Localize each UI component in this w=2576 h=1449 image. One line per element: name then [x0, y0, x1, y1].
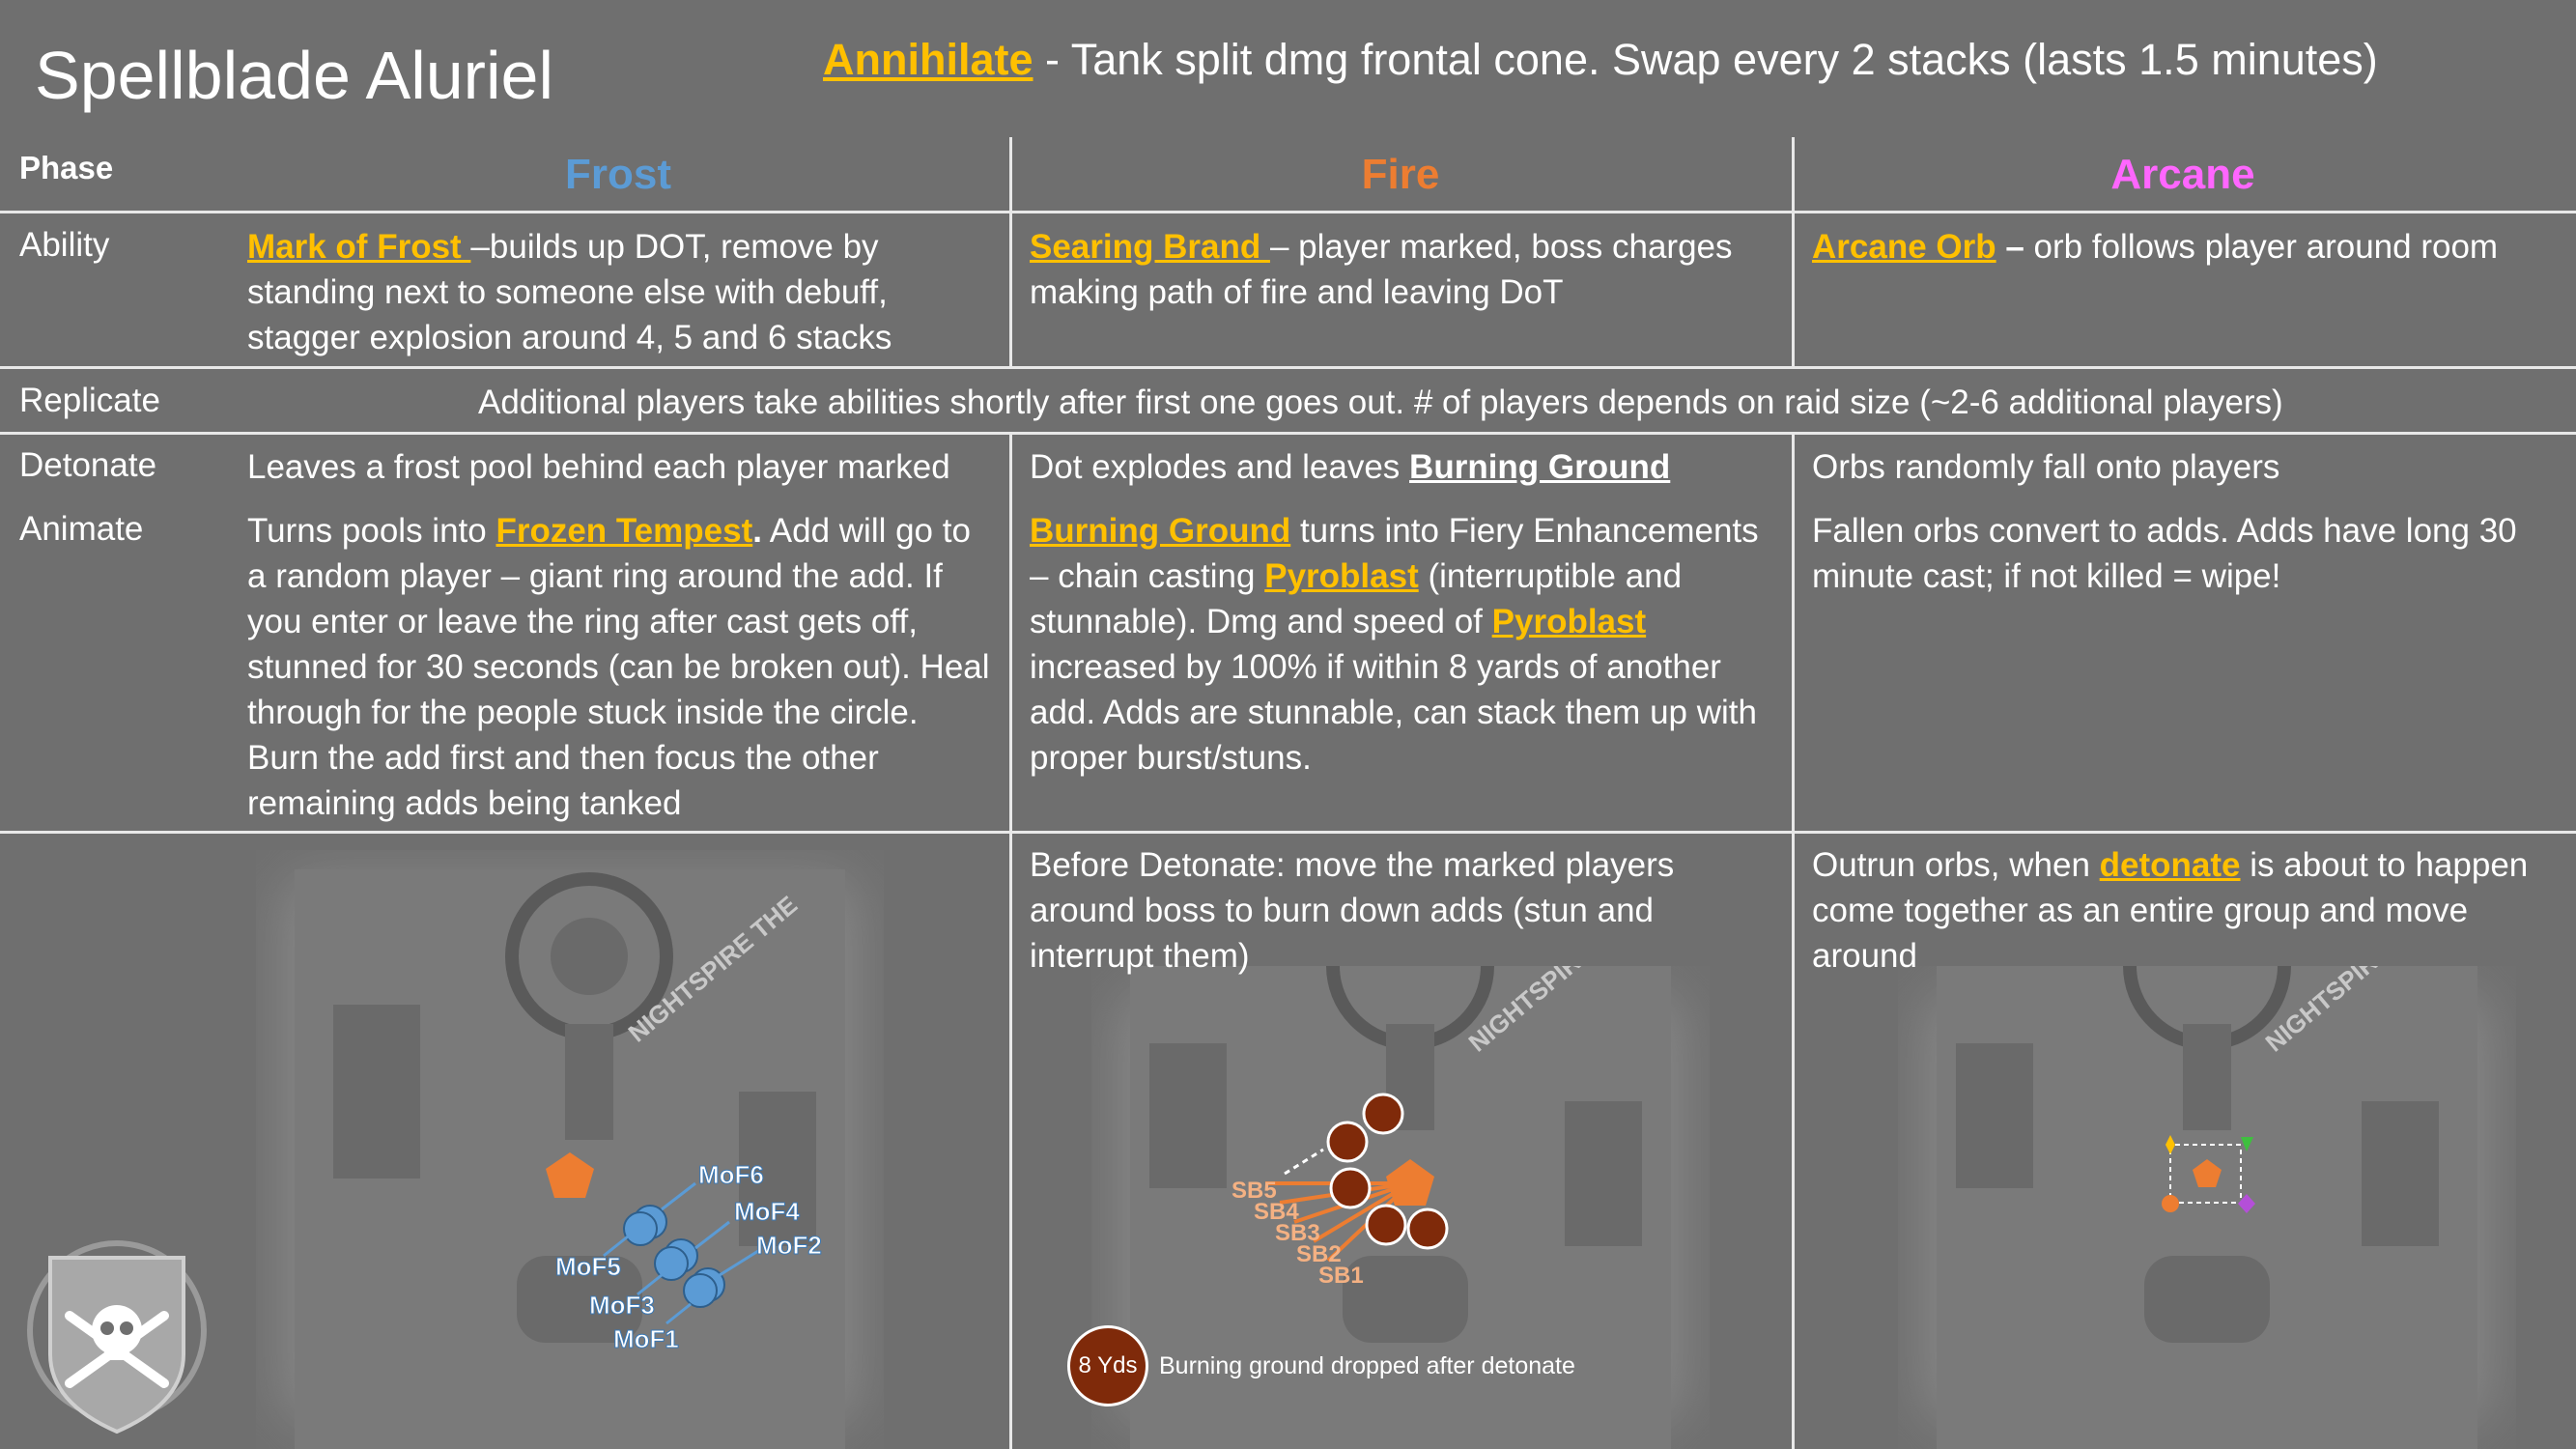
- fire-header: Fire: [1361, 151, 1440, 198]
- annihilate-note: Annihilate - Tank split dmg frontal cone…: [823, 35, 2378, 85]
- burning-ground-badge: 8 Yds: [1067, 1325, 1148, 1406]
- frost-header: Frost: [565, 151, 671, 198]
- frost-animate-pre: Turns pools into: [247, 512, 496, 550]
- arcane-orb-link[interactable]: Arcane Orb: [1812, 228, 1996, 266]
- row-divider: [0, 366, 2576, 369]
- ability-label: Ability: [19, 226, 110, 264]
- frost-arrows: [603, 1181, 759, 1325]
- page-title: Spellblade Aluriel: [35, 38, 554, 113]
- fire-animate-text1: turns into Fiery Enhancements – chain ca…: [1030, 512, 1759, 595]
- row-divider: [0, 432, 2576, 435]
- replicate-label: Replicate: [19, 382, 160, 419]
- fire-marker-label: SB3: [1275, 1220, 1320, 1246]
- phase-header: Phase: [19, 150, 114, 185]
- fire-ability: Searing Brand – player marked, boss char…: [1030, 224, 1783, 315]
- arcane-strategy-post: is about to happen come together as an e…: [1812, 846, 2529, 975]
- fire-map: NIGHTSPIRE THE SB5 SB4 SB3 SB2 SB1: [1091, 966, 1710, 1449]
- burning-ground-link-2[interactable]: Burning Ground: [1030, 512, 1291, 550]
- animate-label: Animate: [19, 510, 144, 548]
- fire-map-drawing: NIGHTSPIRE THE SB5 SB4 SB3 SB2 SB1: [1130, 966, 1671, 1449]
- col-divider: [1009, 137, 1012, 366]
- arcane-header: Arcane: [2110, 151, 2255, 198]
- move-arrow: [1284, 1148, 1324, 1176]
- fire-detonate-text: Dot explodes and leaves: [1030, 448, 1410, 486]
- star-marker-icon: [2166, 1135, 2175, 1154]
- row-divider: [0, 211, 2576, 213]
- frost-map: NIGHTSPIRE THE MoF6 MoF4 MoF2 MoF5 MoF3 …: [256, 850, 884, 1449]
- frost-ability-text: –builds up DOT, remove by standing next …: [247, 228, 892, 356]
- replicate-text: Additional players take abilities shortl…: [478, 384, 2283, 421]
- frost-animate-dot: .: [752, 512, 762, 550]
- fire-animate: Burning Ground turns into Fiery Enhancem…: [1030, 508, 1783, 781]
- frost-detonate: Leaves a frost pool behind each player m…: [247, 448, 950, 486]
- circle-marker-icon: [2162, 1195, 2179, 1212]
- frost-player-markers: [623, 1205, 725, 1308]
- frost-map-drawing: NIGHTSPIRE THE MoF6 MoF4 MoF2 MoF5 MoF3 …: [295, 869, 845, 1449]
- fire-marker-label: SB2: [1296, 1241, 1342, 1267]
- arcane-animate: Fallen orbs convert to adds. Adds have l…: [1812, 512, 2517, 595]
- diamond-marker-icon: [2238, 1194, 2255, 1213]
- frost-ability: Mark of Frost –builds up DOT, remove by …: [247, 224, 991, 360]
- frost-marker-label: MoF2: [756, 1231, 822, 1260]
- pyroblast-link[interactable]: Pyroblast: [1264, 557, 1419, 595]
- frozen-tempest-link[interactable]: Frozen Tempest: [495, 512, 753, 550]
- frost-marker-label: MoF6: [698, 1160, 764, 1189]
- arcane-dash: –: [1996, 228, 2024, 266]
- fire-marker-label: SB4: [1254, 1199, 1299, 1225]
- detonate-label: Detonate: [19, 446, 157, 484]
- arcane-detonate: Orbs randomly fall onto players: [1812, 448, 2280, 486]
- burning-ground-legend: Burning ground dropped after detonate: [1159, 1352, 1575, 1379]
- pyroblast-link-2[interactable]: Pyroblast: [1491, 603, 1647, 640]
- triangle-marker-icon: [2241, 1137, 2253, 1151]
- mark-of-frost-link[interactable]: Mark of Frost: [247, 228, 471, 266]
- arcane-map: NIGHTSPIRE THE: [1898, 966, 2516, 1449]
- searing-brand-link[interactable]: Searing Brand: [1030, 228, 1270, 266]
- arcane-map-drawing: NIGHTSPIRE THE: [1937, 966, 2477, 1449]
- frost-marker-label: MoF1: [613, 1324, 679, 1353]
- arcane-strategy-pre: Outrun orbs, when: [1812, 846, 2100, 884]
- burning-ground-link[interactable]: Burning Ground: [1409, 448, 1671, 486]
- col-divider: [1792, 137, 1795, 366]
- fire-animate-text3: increased by 100% if within 8 yards of a…: [1030, 648, 1757, 777]
- fire-ability-text: – player marked, boss charges making pat…: [1030, 228, 1733, 311]
- frost-marker-label: MoF4: [734, 1197, 800, 1226]
- boss-marker-icon: [2193, 1159, 2222, 1187]
- annihilate-link[interactable]: Annihilate: [823, 35, 1033, 84]
- arcane-rotation-arrows: [2169, 1144, 2242, 1204]
- col-divider: [1792, 432, 1795, 1449]
- fire-strategy: Before Detonate: move the marked players…: [1030, 846, 1675, 975]
- fire-detonate: Dot explodes and leaves Burning Ground: [1030, 444, 1783, 490]
- detonate-link[interactable]: detonate: [2099, 846, 2241, 884]
- frost-marker-label: MoF3: [589, 1291, 655, 1320]
- fire-animate-text2: (interruptible and stunnable). Dmg and s…: [1030, 557, 1683, 640]
- row-divider: [0, 831, 2576, 834]
- boss-marker-icon: [1386, 1159, 1434, 1206]
- arcane-strategy: Outrun orbs, when detonate is about to h…: [1812, 842, 2565, 979]
- arcane-ability-text: orb follows player around room: [2024, 228, 2499, 266]
- boss-marker-icon: [546, 1152, 594, 1198]
- fire-marker-label: SB1: [1318, 1263, 1364, 1289]
- frost-animate: Turns pools into Frozen Tempest. Add wil…: [247, 508, 996, 826]
- annihilate-text: - Tank split dmg frontal cone. Swap ever…: [1033, 35, 2378, 84]
- arcane-ability: Arcane Orb – orb follows player around r…: [1812, 224, 2565, 270]
- col-divider: [1009, 432, 1012, 1449]
- fire-add-markers: [1326, 1093, 1449, 1250]
- frost-marker-label: MoF5: [555, 1252, 621, 1281]
- fire-marker-label: SB5: [1231, 1178, 1277, 1204]
- frost-animate-post: Add will go to a random player – giant r…: [247, 512, 990, 822]
- skull-crossbones-shield-icon: [21, 1238, 212, 1439]
